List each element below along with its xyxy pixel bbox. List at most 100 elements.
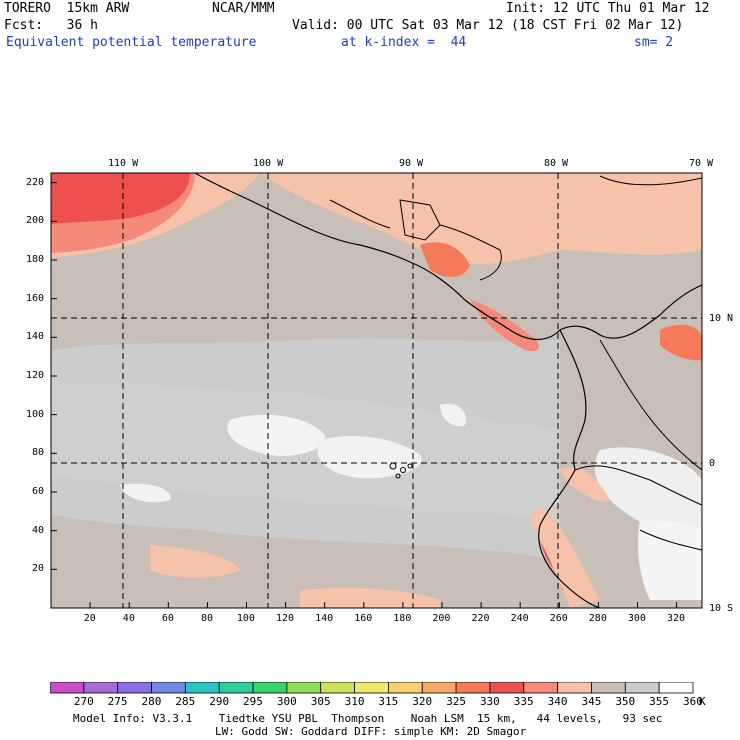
colorbar-label: 310 bbox=[344, 695, 365, 708]
init-time: Init: 12 UTC Thu 01 Mar 12 bbox=[506, 1, 710, 16]
y-tick-label: 100 bbox=[25, 408, 44, 420]
colorbar-swatch bbox=[151, 682, 186, 694]
smoothing-label: sm= 2 bbox=[634, 35, 674, 50]
field-zone-340-peru bbox=[530, 505, 600, 608]
colorbar-swatch bbox=[252, 682, 288, 694]
model-info-line: Model Info: V3.3.1 Tiedtke YSU PBL Thomp… bbox=[73, 712, 663, 725]
colorbar-label: 270 bbox=[73, 695, 94, 708]
x-tick-label: 200 bbox=[432, 613, 451, 624]
colorbar-label: 295 bbox=[243, 695, 263, 708]
border-ecuador-peru bbox=[574, 465, 702, 506]
valid-time: Valid: 00 UTC Sat 03 Mar 12 (18 CST Fri … bbox=[292, 18, 684, 33]
colorbar-label: 305 bbox=[310, 695, 331, 708]
lon-label-110w: 110 W bbox=[108, 158, 139, 169]
colorbar-label: 330 bbox=[479, 695, 500, 708]
colorbar-swatch bbox=[354, 682, 389, 694]
lon-label-100w: 100 W bbox=[253, 158, 284, 169]
y-tick-label: 20 bbox=[31, 563, 44, 575]
island-galapagos-2 bbox=[400, 467, 406, 473]
colorbar-label: 275 bbox=[107, 695, 128, 708]
border-colombia-venezuela bbox=[599, 339, 702, 471]
lat-label-10s: 10 S bbox=[709, 603, 734, 614]
colorbar-swatch bbox=[184, 682, 220, 694]
colorbar-label: 345 bbox=[581, 695, 602, 708]
colorbar-swatch bbox=[286, 682, 322, 694]
coastline-pacific-central-america bbox=[194, 173, 702, 340]
y-tick-label: 40 bbox=[31, 524, 44, 536]
colorbar bbox=[50, 682, 694, 694]
colorbar-swatch bbox=[557, 682, 592, 694]
lon-label-80w: 80 W bbox=[544, 158, 569, 169]
border-honduras bbox=[439, 224, 502, 281]
y-tick-label: 220 bbox=[25, 176, 44, 188]
x-tick-label: 220 bbox=[471, 613, 490, 624]
x-tick-label: 240 bbox=[510, 613, 529, 624]
field-zone-325-honduras bbox=[420, 242, 470, 277]
colorbar-swatch bbox=[50, 682, 85, 694]
colorbar-swatch bbox=[421, 682, 457, 694]
colorbar-swatch bbox=[591, 682, 626, 694]
field-name: Equivalent potential temperature bbox=[6, 35, 257, 50]
x-tick-label: 300 bbox=[627, 613, 646, 624]
colorbar-swatch bbox=[658, 682, 694, 694]
field-patch-360f bbox=[638, 520, 702, 600]
border-mexico bbox=[329, 199, 391, 229]
lon-label-70w: 70 W bbox=[689, 158, 714, 169]
x-tick-label: 140 bbox=[315, 613, 334, 624]
x-tick-label: 40 bbox=[122, 613, 135, 624]
lat-label-10n: 10 N bbox=[709, 313, 734, 324]
x-tick-label: 180 bbox=[393, 613, 412, 624]
level-label: at k-index = 44 bbox=[341, 35, 467, 50]
x-tick-label: 80 bbox=[200, 613, 214, 624]
colorbar-label: 355 bbox=[649, 695, 670, 708]
colorbar-unit: K bbox=[699, 695, 706, 708]
x-tick-label: 320 bbox=[666, 613, 686, 624]
colorbar-swatch bbox=[83, 682, 119, 694]
island-galapagos-4 bbox=[395, 473, 401, 479]
map-frame bbox=[50, 172, 703, 609]
x-tick-label: 260 bbox=[549, 613, 568, 624]
colorbar-label: 290 bbox=[209, 695, 230, 708]
colorbar-swatch bbox=[455, 682, 491, 694]
y-tick-label: 120 bbox=[25, 370, 44, 381]
colorbar-label: 360 bbox=[683, 695, 703, 708]
colorbar-label: 300 bbox=[276, 695, 297, 708]
colorbar-label: 285 bbox=[175, 695, 196, 708]
field-zone-330-nw bbox=[51, 173, 190, 224]
colorbar-swatch bbox=[489, 682, 525, 694]
x-tick-label: 60 bbox=[161, 613, 174, 624]
x-tick-label: 20 bbox=[83, 613, 96, 624]
colorbar-swatch bbox=[523, 682, 559, 694]
y-tick-label: 140 bbox=[25, 331, 44, 343]
colorbar-label: 350 bbox=[615, 695, 636, 708]
colorbar-swatch bbox=[218, 682, 254, 694]
border-peru-brazil bbox=[639, 529, 702, 551]
x-tick-label: 280 bbox=[588, 613, 607, 624]
colorbar-label: 340 bbox=[547, 695, 568, 708]
x-tick-label: 120 bbox=[275, 613, 295, 624]
border-guatemala bbox=[399, 199, 441, 241]
colorbar-swatch bbox=[117, 682, 152, 694]
colorbar-label: 325 bbox=[446, 695, 466, 708]
physics-info-line: LW: Godd SW: Goddard DIFF: simple KM: 2D… bbox=[215, 725, 527, 738]
y-tick-label: 200 bbox=[25, 215, 44, 227]
lon-label-90w: 90 W bbox=[399, 158, 424, 169]
field-zone-335-costa-rica bbox=[470, 300, 540, 352]
lat-label-eq: 0 bbox=[709, 458, 716, 469]
colorbar-label: 335 bbox=[513, 695, 534, 708]
tick-marks bbox=[51, 182, 678, 608]
field-patch-360a bbox=[227, 414, 326, 456]
graticule bbox=[51, 173, 702, 608]
x-tick-label: 100 bbox=[236, 613, 255, 624]
center-label: NCAR/MMM bbox=[212, 1, 275, 16]
field-patch-340b bbox=[300, 588, 440, 608]
colorbar-swatch bbox=[624, 682, 660, 694]
field-zone-340-n bbox=[260, 173, 702, 265]
y-tick-label: 160 bbox=[25, 292, 44, 304]
field-patch-360d bbox=[120, 483, 171, 503]
colorbar-label: 320 bbox=[412, 695, 433, 708]
x-tick-label: 160 bbox=[354, 613, 373, 624]
y-tick-label: 180 bbox=[25, 254, 44, 265]
coastline-south-america bbox=[538, 329, 601, 608]
